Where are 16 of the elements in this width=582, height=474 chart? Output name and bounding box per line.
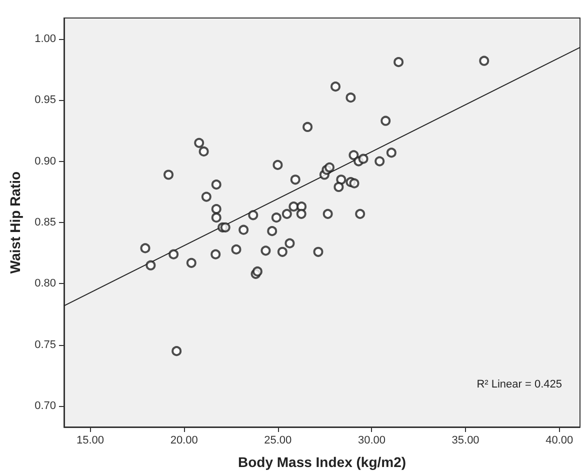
x-tick-label: 20.00: [170, 434, 198, 446]
annotation: R² Linear = 0.425: [476, 378, 562, 390]
x-tick-label: 15.00: [76, 434, 104, 446]
y-tick-label: 0.70: [34, 400, 56, 412]
x-tick-label: 30.00: [358, 434, 386, 446]
y-tick-label: 0.85: [34, 216, 56, 228]
x-axis-title: Body Mass Index (kg/m2): [238, 454, 406, 470]
y-tick-label: 0.75: [34, 338, 56, 351]
x-tick-label: 35.00: [452, 434, 480, 446]
y-tick-label: 0.80: [34, 278, 56, 290]
y-tick-label: 1.00: [34, 32, 56, 45]
y-tick-label: 0.90: [34, 155, 56, 168]
y-axis-title: Waist Hip Ratio: [7, 171, 23, 274]
x-tick-label: 40.00: [546, 434, 574, 446]
y-tick-label: 0.95: [34, 94, 56, 106]
x-tick-label: 25.00: [264, 434, 292, 446]
